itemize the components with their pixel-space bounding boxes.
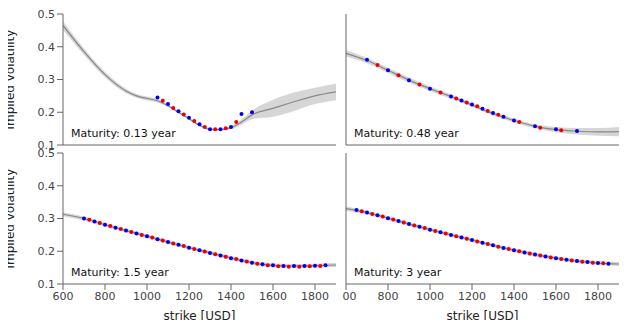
svg-text:1200: 1200	[458, 290, 486, 303]
svg-text:600: 600	[342, 290, 357, 303]
svg-text:0.4: 0.4	[38, 180, 56, 193]
svg-text:600: 600	[53, 290, 74, 303]
svg-text:0.1: 0.1	[38, 139, 56, 149]
html-text:Maturity: 0.48 year: Maturity: 0.48 year	[354, 127, 459, 140]
svg-text:1400: 1400	[217, 290, 245, 303]
svg-text:0.4: 0.4	[38, 41, 56, 54]
svg-text:800: 800	[378, 290, 399, 303]
svg-text:1000: 1000	[133, 290, 161, 303]
html-text:Maturity: 0.13 year: Maturity: 0.13 year	[71, 127, 176, 140]
svg-text:implied volatility: implied volatility	[8, 169, 17, 269]
html-text:Maturity: 3 year: Maturity: 3 year	[354, 266, 442, 279]
svg-text:1600: 1600	[259, 290, 287, 303]
svg-text:0.2: 0.2	[38, 245, 56, 258]
html-text:Maturity: 1.5 year: Maturity: 1.5 year	[71, 266, 169, 279]
svg-text:1800: 1800	[584, 290, 612, 303]
svg-text:1400: 1400	[500, 290, 528, 303]
svg-text:1200: 1200	[175, 290, 203, 303]
svg-text:800: 800	[95, 290, 116, 303]
svg-text:0.5: 0.5	[38, 149, 56, 160]
svg-text:0.5: 0.5	[38, 8, 56, 21]
svg-text:1000: 1000	[416, 290, 444, 303]
svg-text:0.1: 0.1	[38, 278, 56, 291]
svg-text:0.3: 0.3	[38, 212, 56, 225]
svg-text:0.2: 0.2	[38, 106, 56, 119]
svg-text:0.3: 0.3	[38, 73, 56, 86]
svg-text:1600: 1600	[542, 290, 570, 303]
svg-text:strike [USD]: strike [USD]	[447, 309, 519, 320]
svg-text:1800: 1800	[301, 290, 329, 303]
svg-text:strike [USD]: strike [USD]	[164, 309, 236, 320]
svg-text:implied volatility: implied volatility	[8, 30, 17, 130]
